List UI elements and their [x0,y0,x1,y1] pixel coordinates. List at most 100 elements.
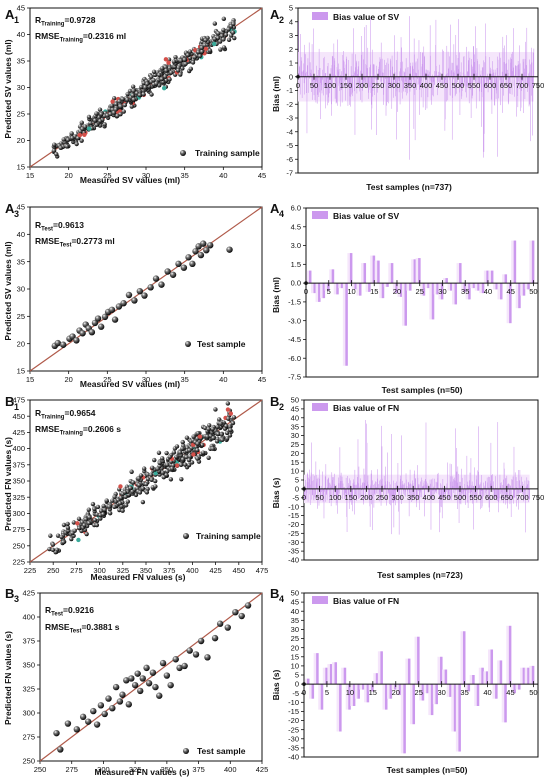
B4-bar [348,684,351,710]
legend-b4: Bias value of FN [312,596,399,606]
B3-point [105,695,112,702]
A4-bar-shadow [342,283,347,366]
B4-y-tick-label: 0 [295,680,299,689]
A2-y-tick-label: 3 [289,31,293,40]
A2-y-tick-label: 5 [289,4,293,13]
B1-point [228,411,234,416]
B4-bar [352,684,356,706]
A3-x-tick-label: 25 [103,375,111,384]
B3-point [186,647,193,654]
B1-point [100,511,106,517]
B1-point [130,480,136,485]
A1-x-tick-label: 40 [219,171,227,180]
panel-b4-sublabel: 4 [279,594,284,604]
B4-bar-shadow [510,684,516,694]
B1-point [140,486,146,491]
B4-bar-shadow [469,675,474,685]
B1-point [220,437,225,443]
B1-point [167,454,172,460]
A4-bar-shadow [329,269,334,284]
B4-y-tick-label: 40 [291,607,299,616]
B4-bar-shadow [331,662,337,685]
B3-x-tick-label: 325 [129,765,142,774]
panel-b3-label: B [5,586,14,601]
A4-bar-shadow [388,263,393,284]
A4-y-tick-label: 3.0 [291,241,301,250]
A1-point [217,39,223,44]
B1-point [216,417,222,422]
B4-bar [481,667,484,685]
A4-x-tick-label: 0 [304,287,308,296]
A2-y-tick-label: 0 [289,72,293,81]
B3-point [90,707,97,715]
B1-point [165,462,170,467]
B3-y-tick-label: 350 [22,661,35,670]
A4-bar [336,283,339,295]
A1-point [190,60,196,65]
A4-bar-shadow [383,283,388,287]
B4-bar [329,664,333,685]
B4-bar-shadow [345,684,350,710]
B1-y-tick-label: 325 [12,493,25,502]
B3-point [109,705,116,712]
B3-point [244,602,252,609]
A4-bar [368,283,371,292]
A4-bar [354,283,357,290]
B2-y-tick-label: 10 [291,467,299,476]
A1-point [178,72,183,77]
B3-point [172,656,179,663]
A4-bar-shadow [411,259,416,284]
B3-y-tick-label: 375 [22,637,35,646]
A1-point [203,46,209,52]
B4-bar-shadow [524,667,529,685]
b4-x-axis-title: Test samples (n=50) [387,765,468,775]
A4-bar-shadow [347,253,352,284]
B2-y-tick-label: 30 [291,431,299,440]
legend-a4-label: Bias value of SV [333,211,399,221]
legend-b1-marker [183,533,189,539]
A1-point [151,69,157,75]
B1-point [227,433,233,438]
B1-x-tick-label: 425 [209,566,222,575]
B1-stat-0: RTraining=0.9654 [35,408,96,421]
panel-a3-label: A [5,201,15,216]
A4-bar [518,283,521,309]
A1-point [112,96,117,101]
A3-point [136,287,144,295]
A4-bar-shadow [447,283,452,291]
B3-point [125,701,132,708]
B4-bar [366,684,370,703]
panel-b3: B 3 Test sample Measured FN values (s) P… [3,586,246,777]
A4-bar-shadow [374,260,379,284]
A4-bar-shadow [479,283,484,294]
panel-a1-label: A [5,7,15,22]
A1-point [149,92,154,97]
A4-bar [486,270,489,284]
A1-point [167,77,172,82]
A4-bar [308,270,312,284]
B1-point [61,539,66,545]
B1-point [70,530,75,536]
A1-point [149,74,154,79]
panel-a4: A 4 Bias value of SV Test samples (n=50)… [270,201,463,395]
B4-bar-shadow [327,664,332,685]
A1-point [108,111,113,117]
B4-bar [380,651,383,685]
panel-b2: B 2 Bias value of FN Test samples (n=723… [270,394,463,580]
A1-point [130,84,136,89]
b2-y-axis-title: Bias (s) [271,477,281,508]
B4-y-tick-label: 45 [291,598,299,607]
B1-point [180,457,185,462]
A2-x-tick-label: 500 [452,81,465,90]
A1-point [74,141,79,147]
B1-point [219,432,224,437]
B1-point [145,472,150,477]
B3-stat-0: RTest=0.9216 [45,605,94,618]
A1-y-tick-label: 35 [17,57,25,66]
A4-bar [418,258,421,284]
A3-point [60,341,67,348]
B1-point [206,455,211,460]
B4-bar [417,636,420,685]
B2-y-tick-label: 15 [291,458,299,467]
A3-point [88,328,96,336]
